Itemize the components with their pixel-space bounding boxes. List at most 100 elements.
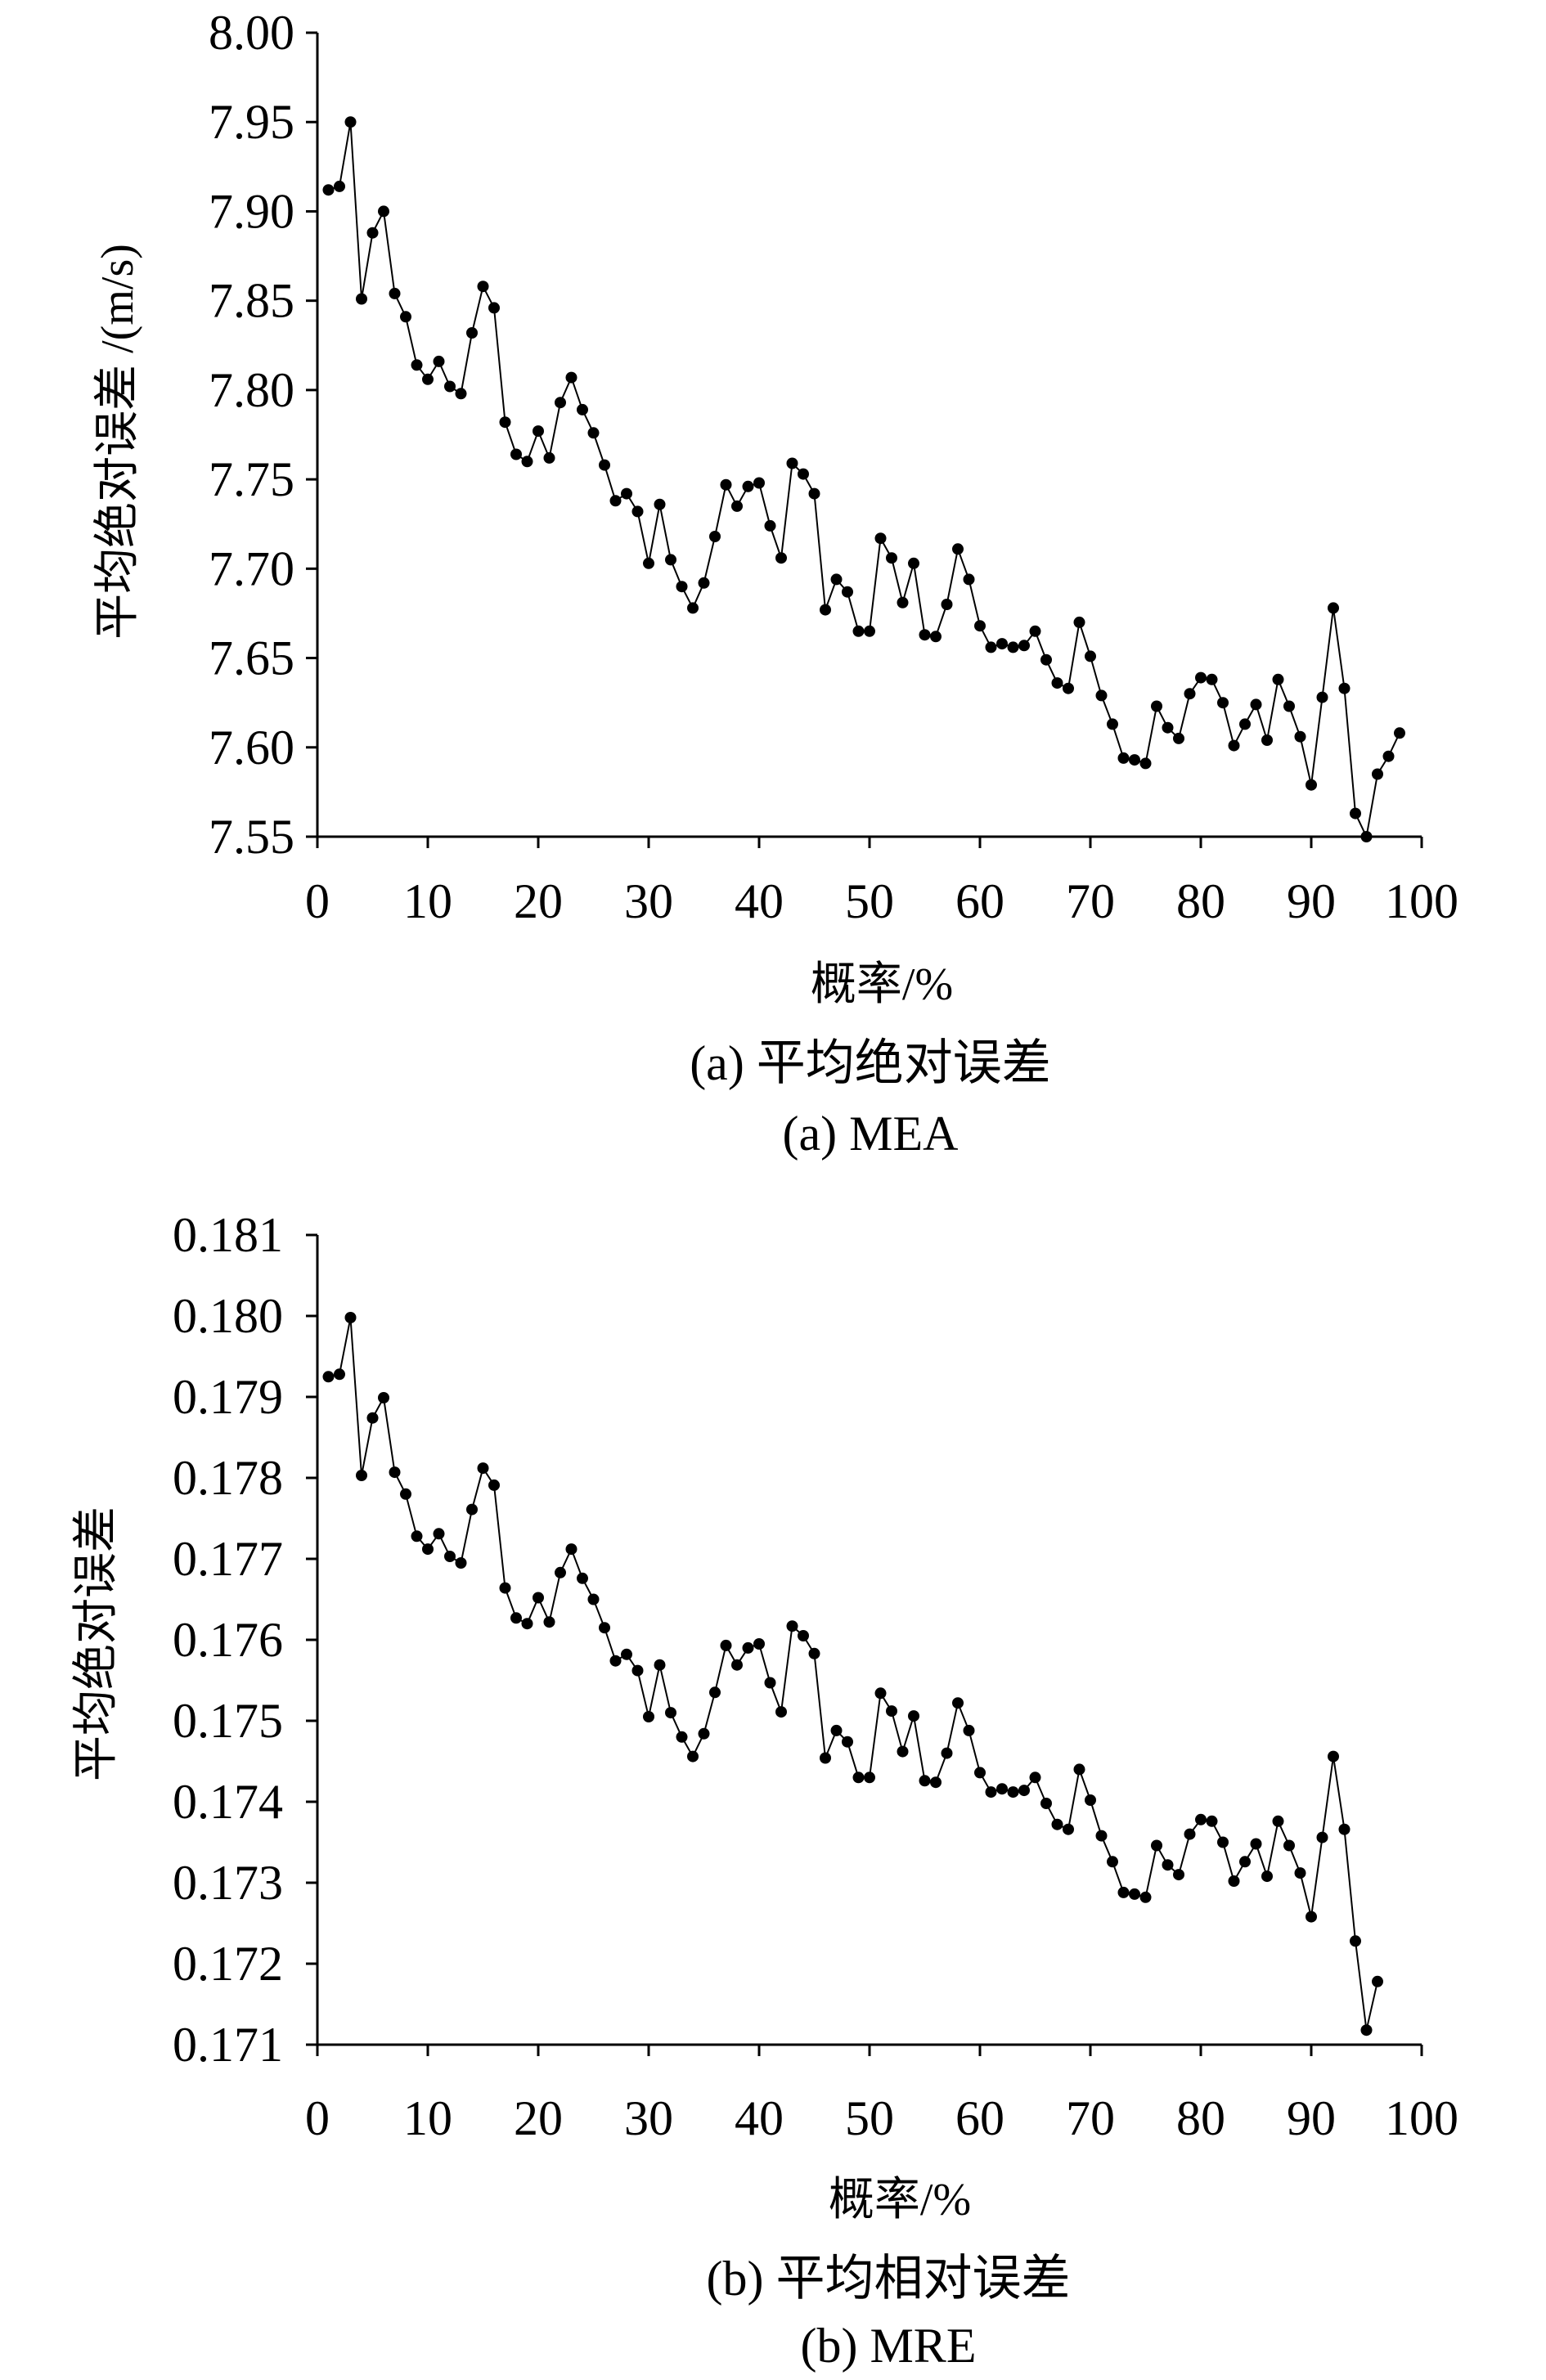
chart-b-y-tick-label: 0.175 (173, 1694, 283, 1748)
chart-a-y-tick-label: 7.95 (209, 95, 294, 149)
chart-b-data-point (974, 1767, 986, 1779)
chart-a-data-point (974, 620, 986, 632)
chart-a-data-point (577, 403, 588, 415)
chart-a-y-axis-title: 平均绝对误差 /(m/s) (92, 244, 143, 640)
chart-b-data-point (786, 1620, 798, 1632)
chart-a-x-tick-label: 70 (1066, 874, 1115, 928)
chart-b-y-tick-label: 0.177 (173, 1532, 283, 1586)
chart-a-data-point (930, 631, 942, 643)
chart-a-data-point (1306, 779, 1317, 791)
chart-a-data-point (874, 532, 887, 545)
chart-a-data-point (687, 602, 699, 614)
chart-b-x-tick-label: 60 (955, 2091, 1004, 2145)
chart-b-data-point (864, 1772, 875, 1784)
chart-b-data-point (1173, 1869, 1184, 1881)
chart-a-data-point (798, 468, 809, 480)
chart-b-data-point (830, 1724, 843, 1736)
chart-b-data-point (422, 1543, 434, 1556)
chart-a-data-point (1316, 691, 1328, 703)
chart-a-data-point (1350, 807, 1361, 820)
chart-a-y-tick-label: 7.80 (209, 363, 294, 417)
chart-a-data-point (1328, 602, 1339, 614)
chart-b-data-point (1206, 1815, 1218, 1827)
chart-b-data-point (919, 1775, 931, 1787)
chart-b-series-line (328, 1317, 1378, 2031)
chart-b-x-tick-label: 30 (624, 2091, 673, 2145)
chart-a-data-point (344, 116, 357, 128)
chart-a-data-point (1394, 727, 1405, 739)
chart-b-data-point (1250, 1838, 1262, 1850)
chart-b-y-tick-label: 0.180 (173, 1289, 283, 1343)
chart-b-data-point (930, 1776, 942, 1789)
chart-b-data-point (676, 1731, 688, 1743)
chart-b-data-point (1162, 1859, 1174, 1871)
chart-a-data-point (1338, 682, 1351, 694)
chart-b-data-point (742, 1641, 754, 1654)
chart-a-data-point (455, 388, 467, 400)
chart-b-data-point (1184, 1828, 1196, 1840)
chart-b-data-point (521, 1618, 533, 1630)
chart-a-data-point (676, 581, 688, 593)
chart-b-data-point (720, 1639, 732, 1651)
chart-b-y-tick-label: 0.181 (173, 1208, 283, 1262)
chart-a-y-tick-label: 7.60 (209, 721, 294, 775)
chart-b-data-point (654, 1659, 666, 1671)
chart-a-y-tick-label: 7.65 (209, 631, 294, 685)
chart-a-y-tick-label: 8.00 (209, 6, 294, 60)
chart-a-data-point (389, 287, 401, 299)
chart-b-data-point (643, 1711, 654, 1722)
chart-b-x-axis-title: 概率/% (829, 2175, 971, 2225)
chart-a-data-point (963, 573, 975, 586)
chart-a-data-point (1029, 625, 1041, 637)
chart-b-plot: 0.171 0.172 0.173 0.174 0.175 0.176 0.177 0.178… (173, 1208, 1458, 2145)
chart-a-data-point (565, 371, 578, 384)
chart-a-data-point (1217, 697, 1229, 709)
chart-a-data-point (1206, 673, 1218, 685)
chart-a-data-point (952, 543, 964, 555)
chart-a-data-point (609, 495, 622, 507)
chart-a-data-point (477, 281, 489, 293)
chart-b-x-tick-label: 100 (1385, 2091, 1458, 2145)
chart-b-data-point (587, 1593, 600, 1605)
chart-b-data-point (1051, 1818, 1063, 1830)
chart-a-data-point (786, 457, 798, 469)
chart-a-data-point (1107, 718, 1118, 730)
chart-a-data-point (422, 373, 434, 385)
chart-b-x-tick-label: 50 (845, 2091, 894, 2145)
chart-a-data-point (753, 477, 765, 489)
chart-b-x-tick-label: 0 (305, 2091, 330, 2145)
chart-a-data-point (631, 505, 644, 518)
chart-a-x-axis-title: 概率/% (811, 959, 953, 1010)
chart-b-data-point (609, 1655, 622, 1667)
chart-b-data-point (444, 1551, 456, 1562)
chart-b-data-point (1350, 1935, 1361, 1947)
chart-b-y-tick-label: 0.174 (173, 1775, 283, 1829)
chart-a-data-point (1239, 718, 1251, 730)
chart-a-data-point (1040, 653, 1052, 666)
chart-a-data-point (775, 552, 787, 564)
chart-b-data-point (1372, 1975, 1383, 1987)
chart-b-data-point (1228, 1875, 1240, 1887)
chart-a-data-point (1173, 732, 1184, 744)
chart-a-data-point (1073, 616, 1085, 628)
chart-a-data-point (1195, 671, 1207, 684)
chart-b-data-point (798, 1630, 809, 1641)
chart-a-data-point (1382, 750, 1395, 762)
chart-a-x-tick-label: 50 (845, 874, 894, 928)
chart-b-data-point (1129, 1888, 1140, 1900)
chart-a-x-tick-label: 20 (514, 874, 563, 928)
chart-b-data-point (1328, 1750, 1339, 1763)
chart-b-caption-cn: (b) 平均相对误差 (707, 2252, 1071, 2306)
chart-a-data-point (334, 180, 345, 192)
chart-a-data-point (488, 302, 500, 314)
chart-a-y-tick-label: 7.90 (209, 184, 294, 238)
chart-b-data-point (775, 1706, 787, 1718)
chart-a-caption-en: (a) MEA (783, 1107, 959, 1161)
chart-a-data-point (621, 487, 632, 500)
chart-b-data-point (356, 1470, 367, 1481)
chart-a-data-point (1228, 739, 1240, 752)
chart-a-y-tick-label: 7.75 (209, 452, 294, 506)
chart-a-x-tick-label: 80 (1176, 874, 1225, 928)
chart-b-data-point (820, 1752, 831, 1764)
